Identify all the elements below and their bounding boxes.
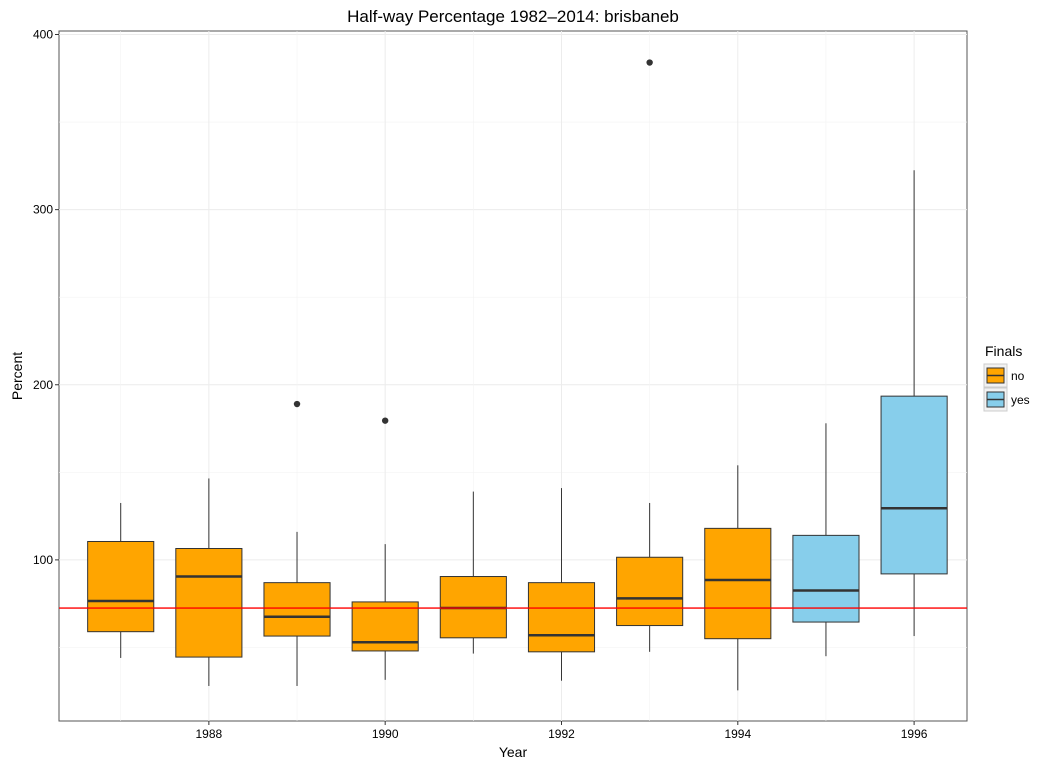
x-tick-label: 1996 (901, 727, 928, 741)
box-iqr (87, 540, 155, 633)
outlier-point (381, 417, 389, 424)
x-tick-label: 1988 (196, 727, 223, 741)
box-iqr (616, 556, 684, 627)
outlier-point (646, 59, 653, 66)
box-1987 (87, 502, 155, 658)
x-tick-label: 1992 (548, 727, 575, 741)
y-tick-label: 300 (33, 203, 53, 217)
box-1992 (527, 488, 596, 681)
box-1991 (439, 491, 507, 654)
y-tick-label: 200 (33, 378, 53, 392)
chart-title: Half-way Percentage 1982–2014: brisbaneb (347, 7, 679, 26)
box-iqr (351, 601, 419, 652)
box-iqr (175, 548, 243, 658)
box-iqr (704, 527, 772, 640)
y-tick-label: 100 (33, 553, 53, 567)
legend-key-yes (983, 387, 1008, 412)
x-tick-label: 1990 (372, 727, 399, 741)
box-iqr (792, 534, 860, 623)
outlier-point (293, 400, 301, 408)
y-tick-label: 400 (33, 28, 53, 42)
legend-label-yes: yes (1011, 393, 1030, 407)
x-tick-label: 1994 (724, 727, 751, 741)
legend: Finals no yes (983, 343, 1030, 412)
box-iqr (880, 395, 948, 575)
box-1990 (351, 417, 419, 680)
box-1993 (616, 59, 684, 652)
x-axis-title: Year (499, 744, 528, 760)
box-iqr (263, 582, 331, 637)
y-axis-title: Percent (9, 352, 25, 400)
box-1994 (704, 465, 772, 691)
box-1988 (175, 478, 243, 686)
axes: 100 200 300 400 1988 1990 1992 1994 1996 (33, 28, 928, 741)
boxes (87, 59, 948, 691)
legend-title: Finals (985, 343, 1022, 359)
box-1996 (880, 170, 948, 637)
legend-label-no: no (1011, 369, 1025, 383)
legend-key-no (983, 363, 1008, 388)
box-iqr (527, 582, 596, 653)
box-1989 (263, 400, 331, 686)
